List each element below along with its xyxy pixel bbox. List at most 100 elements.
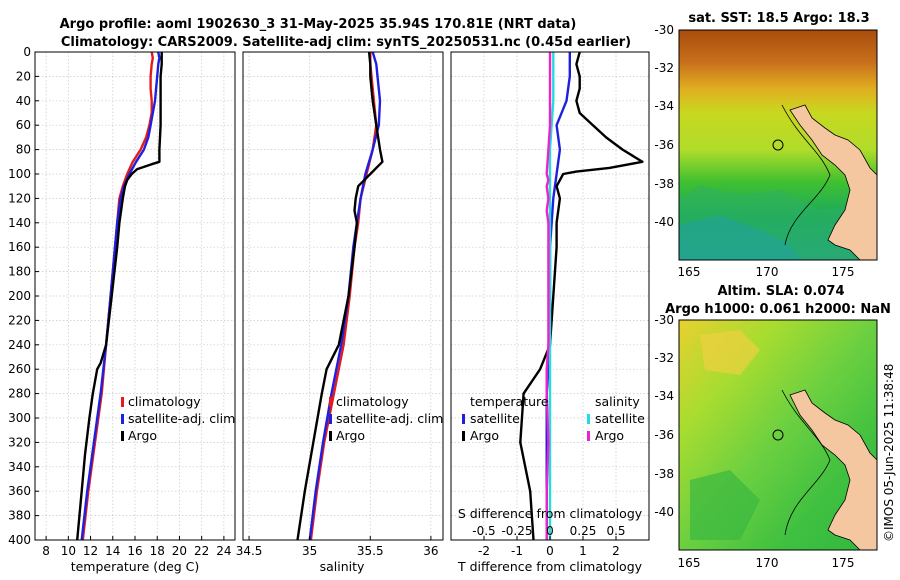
y-tick-label: 80 [16,143,31,157]
x-tick-label: 24 [216,544,231,558]
x-tick-label: -1 [511,544,523,558]
contour-line [781,104,831,246]
legend-swatch-climatology [329,397,332,407]
sla-ytick: -34 [654,389,674,403]
x-tick-label: 1 [579,544,587,558]
difference-xlabel: T difference from climatology [457,559,643,574]
sst-ytick: -34 [654,99,674,113]
y-tick-label: 300 [8,411,31,425]
sla-xtick: 170 [756,556,779,570]
legend-label-satellite: satellite-adj. clim [336,411,443,426]
sst-ytick: -38 [654,177,674,191]
legend-label-satellite: satellite-adj. clim [128,411,235,426]
series-line-s-satellite [548,52,555,540]
legend-label-argo: Argo [128,428,157,443]
argo-position-marker [772,139,784,151]
legend-label-t-argo: Argo [470,428,499,443]
difference-legend-temperature: temperature satellite Argo [462,394,549,443]
legend-swatch-satellite [121,414,124,424]
sla-map-subtitle: Argo h1000: 0.061 h2000: NaN [665,302,891,317]
y-tick-label: 0 [23,45,31,59]
sla-map-title: Altim. SLA: 0.074 [718,284,845,299]
sla-map-xticks: 165 170 175 [678,556,855,570]
legend-swatch-t-satellite [462,414,465,424]
y-tick-label: 400 [8,533,31,547]
x-tick-label: 36 [423,544,438,558]
sst-ytick: -30 [654,23,674,37]
figure-title-line1: Argo profile: aoml 1902630_3 31-May-2025… [60,17,577,32]
imos-timestamp: ©IMOS 05-Jun-2025 11:38:48 [882,364,896,542]
y-tick-label: 20 [16,69,31,83]
sst-ytick: -40 [654,215,674,229]
y-tick-label: 340 [8,460,31,474]
temperature-panel: 0 20 40 60 80 100 120 140 160 180 200 220 240 260 280 3… [8,45,236,574]
sst-map-xticks: 165 170 175 [678,265,855,279]
x-tick-label: 8 [42,544,50,558]
sst-xtick: 170 [756,265,779,279]
argo-position-marker [772,429,784,441]
y-tick-label: 220 [8,313,31,327]
sla-ytick: -32 [654,351,674,365]
x-tick-label: 16 [127,544,142,558]
legend-label-argo: Argo [336,428,365,443]
legend-swatch-s-satellite [587,414,590,424]
land-new-zealand [789,389,878,551]
salinity-xlabel: salinity [320,559,365,574]
salinity-legend: climatology satellite-adj. clim Argo [329,394,443,443]
series-line-s-argo [545,52,552,540]
salinity-axes-frame [242,51,444,541]
y-tick-label: 280 [8,387,31,401]
series-line-satellite-adj-clim [80,51,161,541]
legend-swatch-s-argo [587,431,590,441]
sst-map-title: sat. SST: 18.5 Argo: 18.3 [688,11,869,26]
top-tick-label: -0.5 [472,524,495,538]
x-tick-label: 34.5 [236,544,263,558]
sst-ytick: -36 [654,138,674,152]
land-new-zealand [789,104,878,261]
top-tick-label: 0 [546,524,554,538]
temperature-legend: climatology satellite-adj. clim Argo [121,394,235,443]
legend-label-s-satellite: satellite [595,411,645,426]
sla-map-frame [678,319,878,551]
y-tick-label: 140 [8,216,31,230]
x-tick-label: 10 [61,544,76,558]
legend-swatch-argo [329,431,332,441]
difference-legend-salinity: salinity satellite Argo [587,394,645,443]
legend-swatch-satellite [329,414,332,424]
x-tick-label: 2 [612,544,620,558]
legend-label-t-satellite: satellite [470,411,520,426]
legend-label-s-argo: Argo [595,428,624,443]
sla-xtick: 165 [678,556,701,570]
contour-line [781,389,831,536]
legend-label-climatology: climatology [128,394,201,409]
x-tick-label: 35 [302,544,317,558]
x-tick-label: 0 [546,544,554,558]
y-tick-label: 100 [8,167,31,181]
sla-map-yticks: -30 -32 -34 -36 -38 -40 [654,313,674,519]
x-tick-label: 22 [194,544,209,558]
x-tick-label: 12 [83,544,98,558]
series-line-argo [76,52,163,541]
salinity-panel: 34.5 35 35.5 36 salinity climatology satell… [236,51,444,574]
sst-xtick: 165 [678,265,701,279]
y-tick-label: 360 [8,484,31,498]
sst-map-frame [678,29,878,261]
y-tick-label: 160 [8,240,31,254]
sla-ytick: -40 [654,505,674,519]
y-tick-label: 200 [8,289,31,303]
sst-xtick: 175 [832,265,855,279]
temperature-xlabel: temperature (deg C) [71,559,200,574]
top-tick-label: -0.25 [501,524,532,538]
x-tick-label: -2 [478,544,490,558]
sla-patch-green [690,470,760,540]
legend-label-climatology: climatology [336,394,409,409]
sla-map: Altim. SLA: 0.074 Argo h1000: 0.061 h200… [654,284,890,570]
sst-map-yticks: -30 -32 -34 -36 -38 -40 [654,23,674,229]
series-line-t-argo [519,51,644,541]
series-line-climatology [81,51,155,541]
x-tick-label: 14 [105,544,120,558]
figure-title-line2: Climatology: CARS2009. Satellite-adj cli… [61,35,631,50]
legend-title-salinity: salinity [595,394,640,409]
sst-cool-patch [679,215,800,260]
sla-ytick: -36 [654,428,674,442]
